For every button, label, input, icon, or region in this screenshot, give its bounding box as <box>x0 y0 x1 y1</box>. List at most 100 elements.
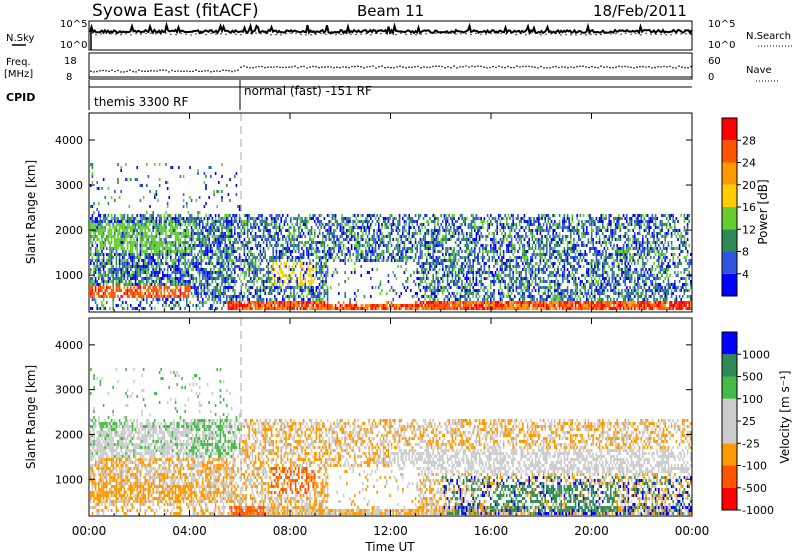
power-cell <box>480 244 482 247</box>
power-cell <box>301 253 303 256</box>
power-cell <box>342 259 345 262</box>
power-cell <box>203 283 206 286</box>
power-cell <box>411 217 414 220</box>
power-cell <box>187 289 190 292</box>
power-cell <box>154 295 156 298</box>
power-cell <box>136 166 138 169</box>
power-cell <box>320 280 322 283</box>
power-cell <box>454 259 457 262</box>
nsearch-point <box>610 33 612 35</box>
power-cell <box>259 298 262 301</box>
power-cell <box>419 283 422 286</box>
power-cell <box>234 289 236 292</box>
freq-point <box>330 66 332 68</box>
power-cell <box>307 286 310 289</box>
power-cell <box>402 304 404 307</box>
power-cell <box>194 232 196 235</box>
nsearch-point <box>115 33 117 35</box>
power-cell <box>219 265 222 268</box>
power-cell <box>418 256 420 259</box>
power-cell <box>216 307 218 310</box>
power-cell <box>211 271 214 274</box>
power-cell <box>107 277 110 280</box>
power-cell <box>347 277 350 280</box>
power-cell <box>358 226 361 229</box>
power-cell <box>459 214 462 217</box>
power-cell <box>446 304 449 307</box>
power-cell <box>264 235 266 238</box>
power-cell <box>272 235 274 238</box>
power-cell <box>291 307 294 310</box>
power-cell <box>310 301 313 304</box>
power-cell <box>139 253 142 256</box>
power-cell <box>243 223 246 226</box>
power-cell <box>346 304 348 307</box>
power-cell <box>211 292 214 295</box>
power-cell <box>194 244 196 247</box>
power-cell <box>234 268 236 271</box>
power-cell <box>426 256 428 259</box>
power-cell <box>102 307 105 310</box>
power-cell <box>466 244 468 247</box>
power-cell <box>141 223 143 226</box>
freq-point <box>180 70 182 73</box>
power-cell <box>221 259 223 262</box>
power-cell <box>282 247 284 250</box>
power-cell <box>149 247 151 250</box>
power-cell <box>216 256 218 259</box>
power-cell <box>451 292 454 295</box>
power-cell <box>98 226 100 229</box>
power-cell <box>238 226 241 229</box>
power-cell <box>94 250 97 253</box>
power-cell <box>128 256 130 259</box>
power-cell <box>168 292 170 295</box>
power-cell <box>298 256 300 259</box>
nsearch-tick-low: 10^0 <box>708 40 735 51</box>
power-cell <box>462 238 465 241</box>
power-cell <box>90 280 92 283</box>
power-cell <box>440 262 442 265</box>
freq-point <box>621 66 623 68</box>
power-cell <box>379 232 382 235</box>
power-cell <box>227 289 230 292</box>
power-cell <box>342 307 345 310</box>
power-cell <box>163 307 166 310</box>
power-cell <box>325 271 327 274</box>
power-cell <box>451 262 454 265</box>
power-cell <box>186 304 188 307</box>
power-cell <box>312 241 314 244</box>
power-cell <box>477 217 479 220</box>
power-cell <box>272 238 274 241</box>
power-cell <box>190 259 193 262</box>
power-cell <box>107 271 110 274</box>
power-cell <box>334 217 337 220</box>
power-cell <box>362 244 364 247</box>
power-cell <box>139 238 142 241</box>
power-cell <box>238 292 241 295</box>
freq-point <box>147 70 149 72</box>
freq-point <box>249 67 251 69</box>
power-cell <box>270 292 273 295</box>
power-cell <box>227 223 230 226</box>
power-cell <box>102 232 105 235</box>
power-cell <box>133 253 135 256</box>
freq-point <box>627 66 629 68</box>
station-title: Syowa East (fitACF) <box>92 1 259 21</box>
freq-point <box>456 67 458 69</box>
power-cell <box>171 220 174 223</box>
power-cell <box>456 298 458 301</box>
power-cell <box>158 184 161 187</box>
power-cell <box>235 250 238 253</box>
power-cell <box>118 226 121 229</box>
power-cell <box>166 250 169 253</box>
power-cell <box>178 232 180 235</box>
power-cell <box>467 259 470 262</box>
power-cell <box>203 244 206 247</box>
power-cell <box>165 229 167 232</box>
power-cell <box>114 292 116 295</box>
power-cell <box>171 301 174 304</box>
power-cell <box>136 283 138 286</box>
power-cell <box>176 265 178 268</box>
power-cell <box>144 235 146 238</box>
power-cell <box>221 265 223 268</box>
